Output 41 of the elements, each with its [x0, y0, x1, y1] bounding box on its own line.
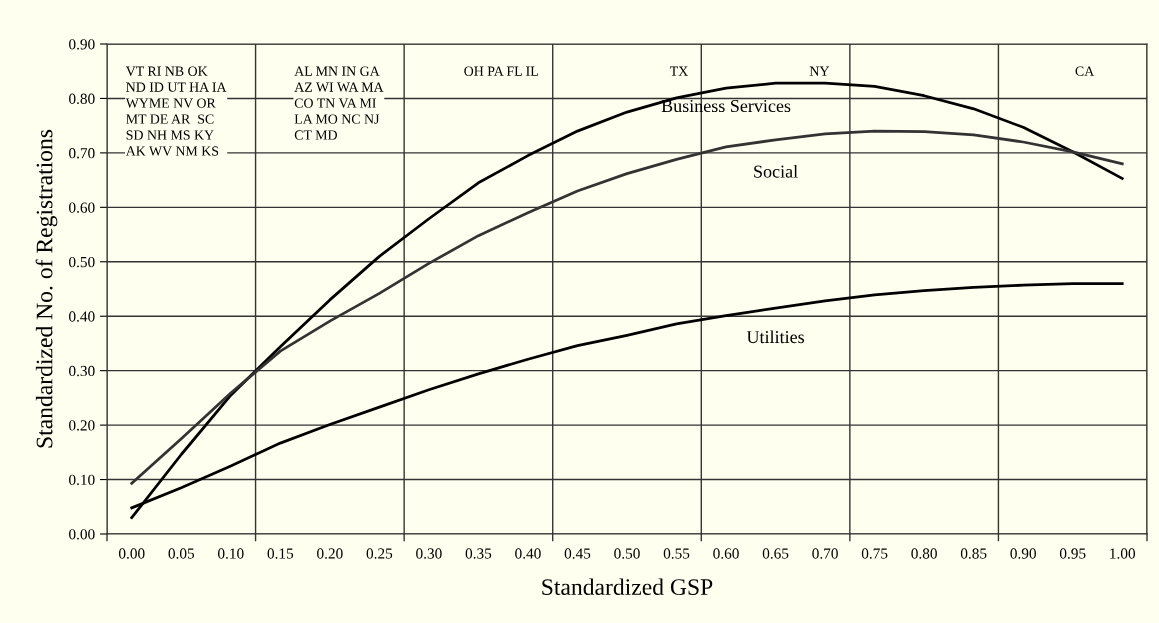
y-tick-label: 0.30 [69, 365, 95, 377]
annotation: TX [669, 66, 689, 76]
x-tick-label: 0.65 [762, 548, 789, 559]
y-axis-title: Standardized No. of Registrations [35, 129, 58, 448]
x-tick-label: 0.25 [366, 548, 393, 559]
x-tick-label: 0.80 [911, 548, 937, 559]
x-axis-title: Standardized GSP [542, 578, 713, 596]
x-tick-label: 0.35 [465, 548, 492, 559]
series-label: Utilities [746, 330, 805, 344]
y-tick-label: 0.60 [69, 202, 95, 213]
x-tick-label: 0.95 [1059, 548, 1086, 559]
x-tick-label: 0.45 [564, 548, 591, 559]
x-tick-label: 0.20 [317, 548, 343, 559]
x-tick-label: 0.70 [812, 548, 838, 559]
x-tick-label: 0.15 [267, 548, 294, 559]
y-tick-label: 0.90 [69, 39, 95, 50]
series-label: Social [754, 164, 798, 178]
annotation: NY [809, 66, 830, 76]
annotation: VT RI NB OK ND ID UT HA IA WYME NV OR MT DE AR SC SD NH MS KY AK WV NM KS [125, 66, 227, 156]
y-tick-label: 0.40 [69, 311, 95, 322]
x-tick-label: 0.05 [168, 548, 195, 559]
x-tick-label: 0.75 [861, 548, 888, 559]
y-tick-label: 0.00 [69, 529, 95, 540]
y-tick-label: 0.50 [69, 256, 95, 268]
y-tick-label: 0.10 [69, 474, 95, 486]
y-tick-label: 0.20 [69, 420, 95, 431]
x-tick-label: 0.60 [713, 548, 739, 559]
x-tick-label: 0.00 [118, 548, 145, 559]
x-tick-label: 0.90 [1010, 548, 1036, 559]
x-tick-label: 0.55 [663, 548, 690, 559]
x-tick-label: 0.10 [218, 548, 244, 559]
x-tick-label: 0.30 [416, 548, 442, 559]
x-tick-label: 0.85 [960, 548, 987, 559]
x-tick-label: 0.40 [515, 548, 541, 559]
y-tick-label: 0.80 [69, 93, 95, 104]
x-tick-label: 0.50 [614, 548, 640, 559]
annotation: AL MN IN GA AZ WI WA MA CO TN VA MI LA MO NC NJ CT MD [294, 66, 384, 140]
annotation: OH PA FL IL [464, 66, 538, 76]
x-tick-label: 1.00 [1110, 548, 1136, 559]
annotation: CA [1075, 66, 1095, 76]
y-tick-label: 0.70 [69, 148, 95, 159]
